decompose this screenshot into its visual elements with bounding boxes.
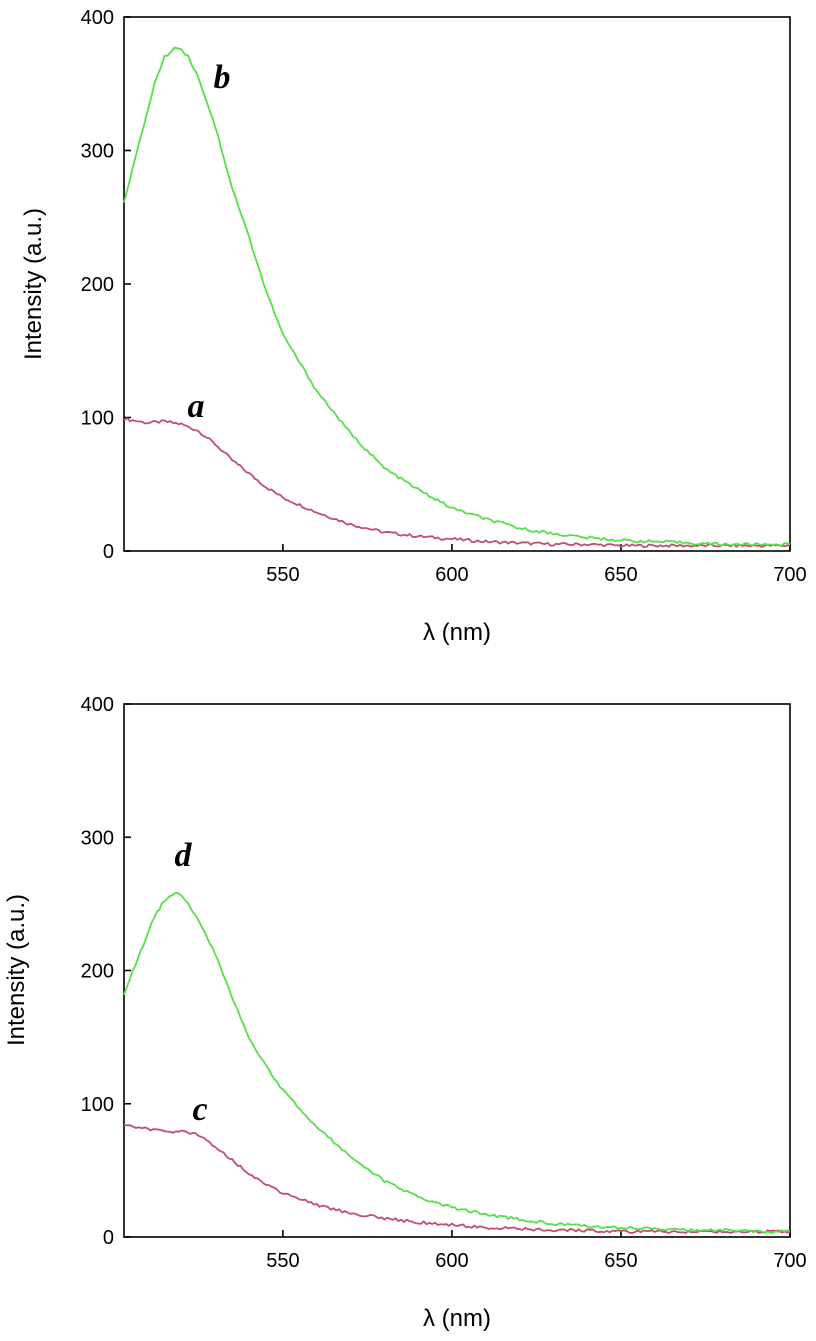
top-x-axis: 550 600 650 700 bbox=[266, 544, 807, 586]
y-tick-label: 200 bbox=[81, 961, 114, 983]
series-label-b: b bbox=[214, 59, 231, 96]
y-tick-label: 400 bbox=[81, 7, 114, 29]
series-line-c bbox=[123, 1124, 791, 1234]
x-tick-label: 600 bbox=[435, 1250, 468, 1272]
top-series bbox=[123, 46, 791, 549]
y-tick-label: 200 bbox=[81, 274, 114, 296]
x-tick-label: 700 bbox=[773, 564, 806, 586]
x-tick-label: 650 bbox=[604, 1250, 637, 1272]
y-tick-label: 300 bbox=[81, 827, 114, 849]
y-tick-label: 300 bbox=[81, 141, 114, 163]
y-tick-label: 0 bbox=[103, 541, 114, 563]
series-line-a bbox=[123, 417, 791, 549]
x-tick-label: 550 bbox=[266, 1250, 299, 1272]
x-tick-label: 700 bbox=[773, 1250, 806, 1272]
series-label-d: d bbox=[175, 837, 193, 874]
top-plot-frame bbox=[123, 16, 791, 552]
series-line-d bbox=[123, 892, 791, 1234]
top-y-axis-title: Intensity (a.u.) bbox=[20, 208, 47, 360]
bottom-x-axis: 550 600 650 700 bbox=[266, 1230, 807, 1272]
bottom-y-axis: 0 100 200 300 400 bbox=[81, 694, 131, 1249]
series-label-a: a bbox=[188, 388, 205, 425]
y-tick-label: 100 bbox=[81, 1094, 114, 1116]
y-tick-label: 400 bbox=[81, 694, 114, 716]
series-line-b bbox=[123, 46, 791, 547]
bottom-series bbox=[123, 892, 791, 1234]
bottom-panel: 0 100 200 300 400 550 600 650 700 λ (nm) Intens… bbox=[3, 694, 807, 1332]
top-panel: 0 100 200 300 400 550 600 650 700 λ (nm) Intens… bbox=[20, 7, 807, 646]
top-y-axis: 0 100 200 300 400 bbox=[81, 7, 131, 563]
x-tick-label: 550 bbox=[266, 564, 299, 586]
top-x-axis-title: λ (nm) bbox=[423, 619, 491, 646]
bottom-plot-frame bbox=[123, 703, 791, 1238]
bottom-y-axis-title: Intensity (a.u.) bbox=[3, 894, 30, 1046]
x-tick-label: 650 bbox=[604, 564, 637, 586]
y-tick-label: 100 bbox=[81, 408, 114, 430]
x-tick-label: 600 bbox=[435, 564, 468, 586]
bottom-x-axis-title: λ (nm) bbox=[423, 1305, 491, 1332]
series-label-c: c bbox=[192, 1091, 207, 1128]
y-tick-label: 0 bbox=[103, 1227, 114, 1249]
